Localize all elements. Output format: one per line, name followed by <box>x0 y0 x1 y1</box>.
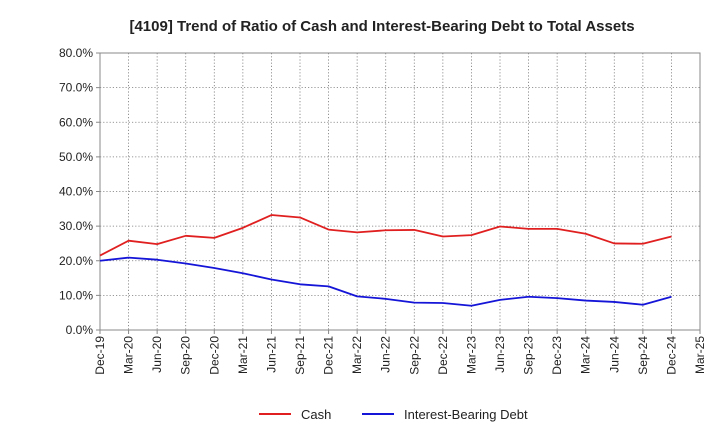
y-tick-label: 0.0% <box>66 323 94 337</box>
y-tick-label: 50.0% <box>59 150 93 164</box>
x-tick-label: Dec-23 <box>550 336 564 375</box>
x-tick-label: Mar-21 <box>236 336 250 374</box>
series-lines <box>99 214 672 307</box>
x-tick-label: Mar-20 <box>122 336 136 374</box>
x-tick-label: Dec-19 <box>93 336 107 375</box>
y-tick-label: 30.0% <box>59 219 93 233</box>
y-tick-label: 40.0% <box>59 185 93 199</box>
x-tick-label: Mar-23 <box>464 336 478 374</box>
y-tick-label: 10.0% <box>59 288 93 302</box>
y-tick-label: 60.0% <box>59 115 93 129</box>
series-line-cash <box>99 214 672 257</box>
x-tick-label: Sep-20 <box>179 336 193 375</box>
x-tick-label: Sep-21 <box>293 336 307 375</box>
x-tick-label: Jun-24 <box>607 336 621 373</box>
series-line-interest-bearing-debt <box>99 256 672 307</box>
x-tick-label: Jun-22 <box>379 336 393 373</box>
grid-lines <box>100 53 700 330</box>
chart-title: [4109] Trend of Ratio of Cash and Intere… <box>129 18 634 35</box>
y-axis: 0.0% 10.0% 20.0% 30.0% 40.0% 50.0% 60.0% 70.0% 8… <box>59 46 100 337</box>
legend-label: Cash <box>301 407 331 422</box>
x-tick-label: Jun-21 <box>264 336 278 373</box>
x-tick-label: Dec-24 <box>664 336 678 375</box>
x-tick-label: Mar-24 <box>579 336 593 374</box>
x-tick-label: Dec-20 <box>207 336 221 375</box>
y-tick-label: 20.0% <box>59 254 93 268</box>
legend-label: Interest-Bearing Debt <box>404 407 528 422</box>
y-tick-label: 70.0% <box>59 81 93 95</box>
x-tick-label: Dec-21 <box>322 336 336 375</box>
x-tick-label: Sep-24 <box>636 336 650 375</box>
x-tick-label: Jun-20 <box>150 336 164 373</box>
x-axis: Dec-19 Mar-20 Jun-20 Sep-20 Dec-20 Mar-21 Jun-… <box>93 330 707 375</box>
y-tick-label: 80.0% <box>59 46 93 60</box>
x-tick-label: Jun-23 <box>493 336 507 373</box>
x-tick-label: Mar-25 <box>693 336 707 374</box>
legend: Cash Interest-Bearing Debt <box>259 407 528 422</box>
x-tick-label: Dec-22 <box>436 336 450 375</box>
x-tick-label: Mar-22 <box>350 336 364 374</box>
x-tick-label: Sep-23 <box>522 336 536 375</box>
x-tick-label: Sep-22 <box>407 336 421 375</box>
